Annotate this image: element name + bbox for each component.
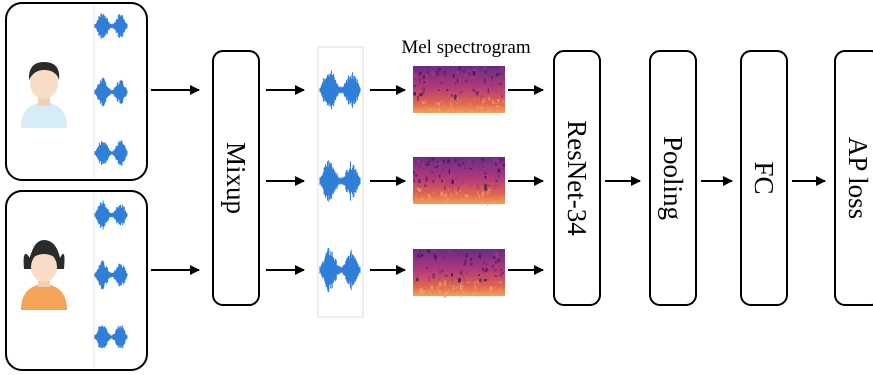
mel-spectrogram-label: Mel spectrogram bbox=[401, 37, 530, 58]
mixed-waveform bbox=[319, 160, 361, 202]
fc-label: FC bbox=[749, 161, 779, 194]
mixed-waveform bbox=[319, 70, 361, 110]
speaker-box-male bbox=[5, 2, 148, 181]
speaker-box-female bbox=[5, 190, 148, 371]
speaker-waveform bbox=[94, 200, 128, 230]
pooling-label: Pooling bbox=[658, 136, 688, 220]
speaker-waveform bbox=[94, 260, 128, 290]
mixup-block: Mixup bbox=[212, 50, 260, 306]
ap-loss-block: AP loss bbox=[834, 50, 873, 306]
mel-spectrogram bbox=[413, 66, 505, 114]
speaker-waveform bbox=[94, 13, 128, 39]
mixed-waveform bbox=[319, 247, 361, 293]
ap-loss-label: AP loss bbox=[843, 137, 873, 219]
resnet-block: ResNet-34 bbox=[553, 50, 601, 306]
pooling-block: Pooling bbox=[649, 50, 697, 306]
speaker-waveform bbox=[94, 325, 128, 349]
mixup-label: Mixup bbox=[221, 142, 251, 214]
speaker-waveform bbox=[94, 77, 128, 107]
fc-block: FC bbox=[740, 50, 788, 306]
speaker-waveform bbox=[94, 140, 128, 166]
resnet-label: ResNet-34 bbox=[562, 120, 592, 236]
mel-spectrogram bbox=[413, 249, 505, 298]
woman-avatar-icon bbox=[21, 240, 67, 310]
mel-spectrogram bbox=[413, 157, 506, 207]
man-avatar-icon bbox=[21, 62, 67, 128]
